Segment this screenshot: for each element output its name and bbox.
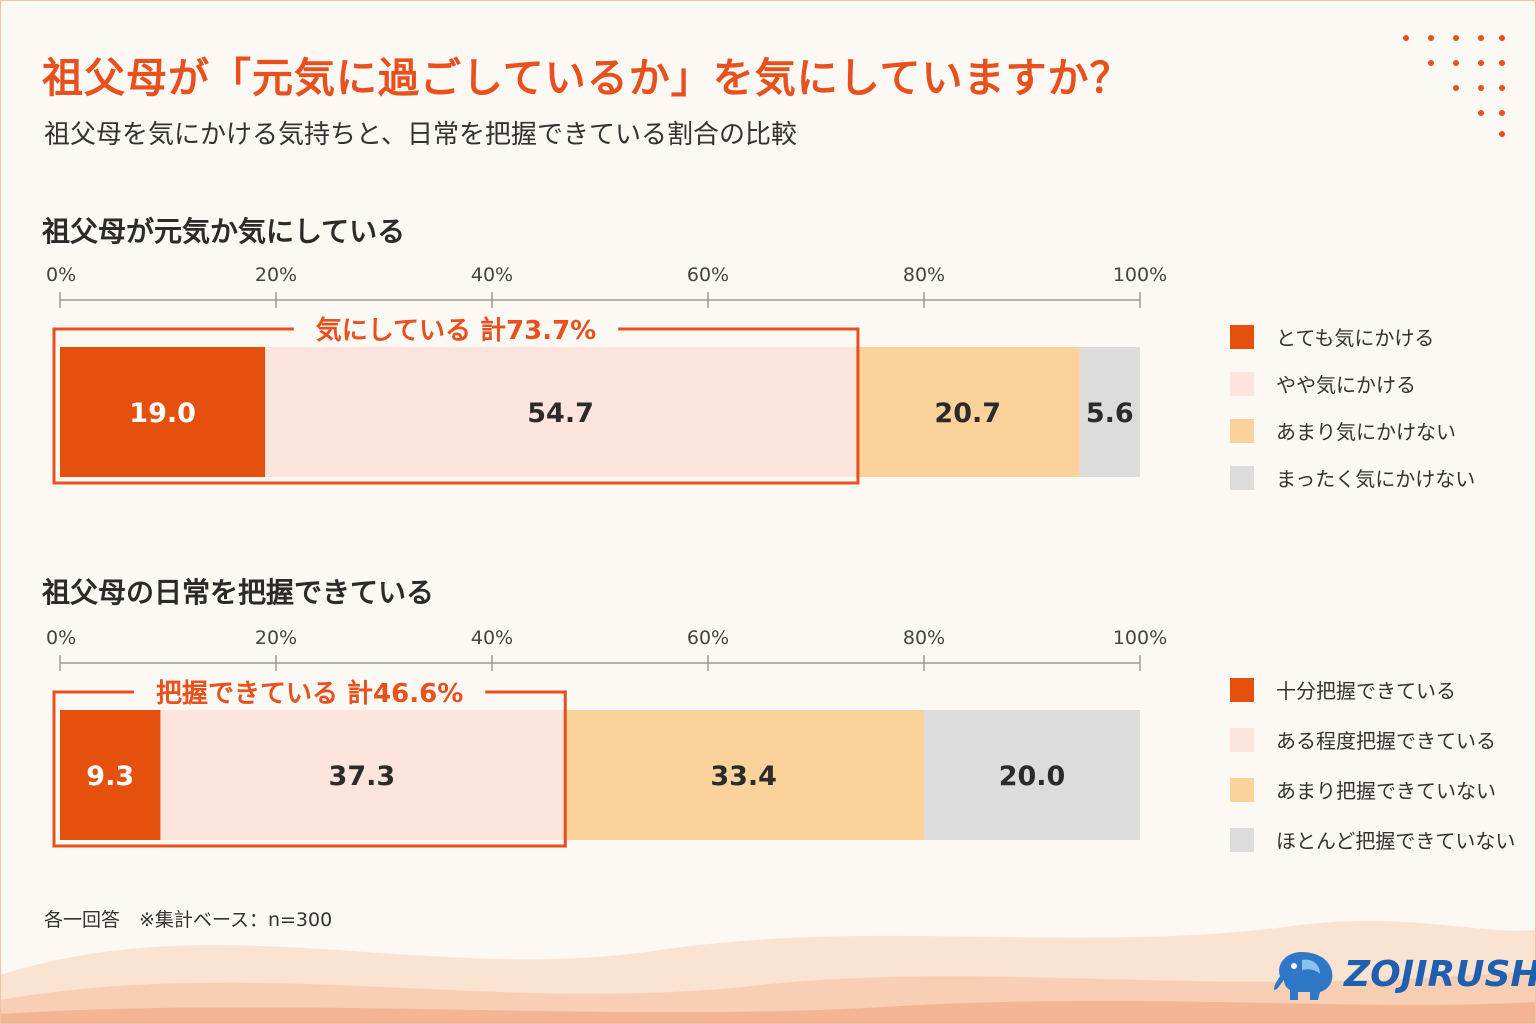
legend-swatch — [1230, 418, 1254, 443]
legend-label: あまり把握できていない — [1276, 779, 1496, 803]
zojirushi-logo: ZOJIRUSHI — [1272, 944, 1536, 1004]
legend-label: とても気にかける — [1276, 326, 1435, 350]
legend-label: やや気にかける — [1276, 373, 1416, 397]
legend-item: ほとんど把握できていない — [1230, 825, 1515, 854]
legend-item: ある程度把握できている — [1230, 725, 1496, 754]
legend-label: ほとんど把握できていない — [1276, 829, 1516, 853]
legend-item: 十分把握できている — [1230, 675, 1456, 704]
bar-segment — [563, 710, 924, 840]
page-subtitle: 祖父母を気にかける気持ちと、日常を把握できている割合の比較 — [44, 120, 797, 150]
bar-segment — [60, 710, 161, 840]
legend-item: あまり把握できていない — [1230, 775, 1496, 804]
legend-label: 十分把握できている — [1276, 679, 1456, 703]
elephant-logo-icon — [1274, 952, 1333, 1000]
data-label: 33.4 — [710, 761, 777, 792]
chart-2: 0% 20% 40% 60% 80% 100% 9.3 37.3 33.4 20.0 把握できている… — [46, 627, 1167, 848]
tick-label: 40% — [471, 627, 513, 649]
data-label: 9.3 — [86, 761, 134, 792]
tick-label: 60% — [687, 627, 729, 649]
legend-label: あまり気にかけない — [1276, 420, 1456, 444]
legend-swatch — [1230, 827, 1254, 852]
legend-item: とても気にかける — [1230, 322, 1434, 351]
legend-swatch — [1230, 324, 1254, 349]
bracket-label: 気にしている 計73.7% — [316, 315, 596, 346]
tick-label: 20% — [255, 264, 297, 286]
tick-label: 60% — [687, 264, 729, 286]
tick-label: 40% — [471, 264, 513, 286]
legend-swatch — [1230, 777, 1254, 802]
bar-segment — [160, 710, 564, 840]
bracket-outline — [52, 327, 860, 485]
data-label: 20.0 — [999, 761, 1066, 792]
data-label: 37.3 — [329, 761, 396, 792]
logo-text: ZOJIRUSHI — [1344, 953, 1536, 995]
tick-label: 100% — [1113, 627, 1167, 649]
tick-label: 80% — [903, 264, 945, 286]
bar-segment — [855, 347, 1080, 477]
bar-segment — [924, 710, 1140, 840]
legend-item: まったく気にかけない — [1230, 463, 1475, 492]
bar-segment — [265, 347, 856, 477]
tick-label: 100% — [1113, 264, 1167, 286]
decorative-dot-grid — [1403, 35, 1505, 137]
tick-label: 0% — [46, 627, 76, 649]
legend-swatch — [1230, 727, 1254, 752]
footnote: 各一回答 ※集計ベース：n=300 — [44, 909, 333, 931]
legend-swatch — [1230, 371, 1254, 396]
data-label: 5.6 — [1086, 398, 1134, 429]
legend-swatch — [1230, 677, 1254, 702]
chart-2-title: 祖父母の日常を把握できている — [42, 576, 435, 609]
legend-item: あまり気にかけない — [1230, 416, 1456, 445]
chart-1-title: 祖父母が元気か気にしている — [42, 215, 406, 248]
chart-1: 0% 20% 40% 60% 80% 100% 19.0 54.7 20.7 5.6 気にしている … — [46, 264, 1167, 485]
bracket-outline — [52, 690, 567, 848]
bar-segment — [60, 347, 266, 477]
legend-label: まったく気にかけない — [1276, 467, 1476, 491]
data-label: 19.0 — [129, 398, 196, 429]
legend-swatch — [1230, 465, 1254, 490]
tick-label: 0% — [46, 264, 76, 286]
data-label: 20.7 — [934, 398, 1001, 429]
page-title: 祖父母が「元気に過ごしているか」を気にしていますか？ — [42, 54, 1132, 102]
tick-label: 20% — [255, 627, 297, 649]
legend-label: ある程度把握できている — [1276, 729, 1496, 753]
data-label: 54.7 — [527, 398, 594, 429]
legend-item: やや気にかける — [1230, 369, 1416, 398]
tick-label: 80% — [903, 627, 945, 649]
bracket-label: 把握できている 計46.6% — [156, 678, 463, 709]
bar-segment — [1079, 347, 1140, 477]
